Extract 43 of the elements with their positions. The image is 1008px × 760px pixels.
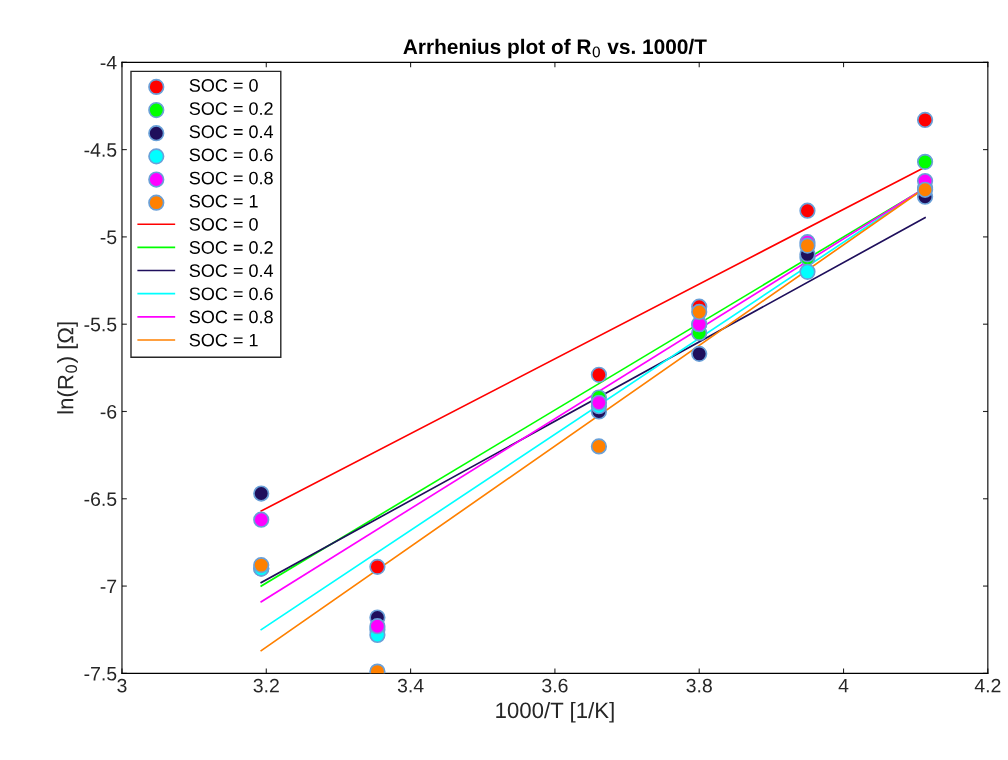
point [799,263,816,280]
y-tick-label: -5.5 [84,317,117,332]
x-axis-title: 1000/T [1/K] [496,701,614,723]
point [916,153,934,170]
point [916,111,934,129]
point [691,345,708,362]
y-tick-label: -6 [100,404,117,419]
point [253,485,270,502]
legend-label: SOC = 0 [189,79,258,92]
point [590,438,608,455]
legend-label: SOC = 0.4 [189,264,274,278]
x-tick-label: 3.6 [542,678,568,693]
y-tick-label: -7 [100,579,117,594]
x-tick-label: 3.4 [397,678,424,693]
y-tick-label: -6.5 [84,492,117,507]
legend-label: SOC = 1 [189,333,258,347]
legend-label: SOC = 1 [189,194,258,208]
legend-label: SOC = 0.8 [189,171,273,185]
y-tick-label: -5 [100,230,117,245]
y-tick-label: -4.5 [84,143,117,157]
x-tick-label: 4 [838,678,849,693]
point [590,394,608,411]
x-tick-label: 3.8 [686,678,712,693]
legend-label: SOC = 0.2 [189,241,273,254]
y-tick-label: -7.5 [84,667,117,681]
x-tick-label: 3 [117,678,127,693]
legend-label: SOC = 0.4 [189,125,274,139]
legend-label: SOC = 0 [189,217,258,231]
legend-label: SOC = 0.2 [189,102,273,115]
y-tick-label: -4 [100,55,117,70]
point [253,511,270,528]
point [691,303,708,321]
point [799,202,816,219]
point [590,366,608,383]
legend-label: SOC = 0.8 [189,310,273,324]
legend-label: SOC = 0.6 [189,148,273,162]
legend-label: SOC = 0.6 [189,287,273,301]
point [369,558,386,575]
x-tick-label: 4.2 [974,678,1001,693]
point [253,556,270,574]
chart-title: Arrhenius plot of R$_{0}$ vs. 1000/T [403,38,707,59]
x-tick-label: 3.2 [253,678,279,693]
y-axis-title: ln(R$_{0}$) [Ω] [57,322,78,414]
